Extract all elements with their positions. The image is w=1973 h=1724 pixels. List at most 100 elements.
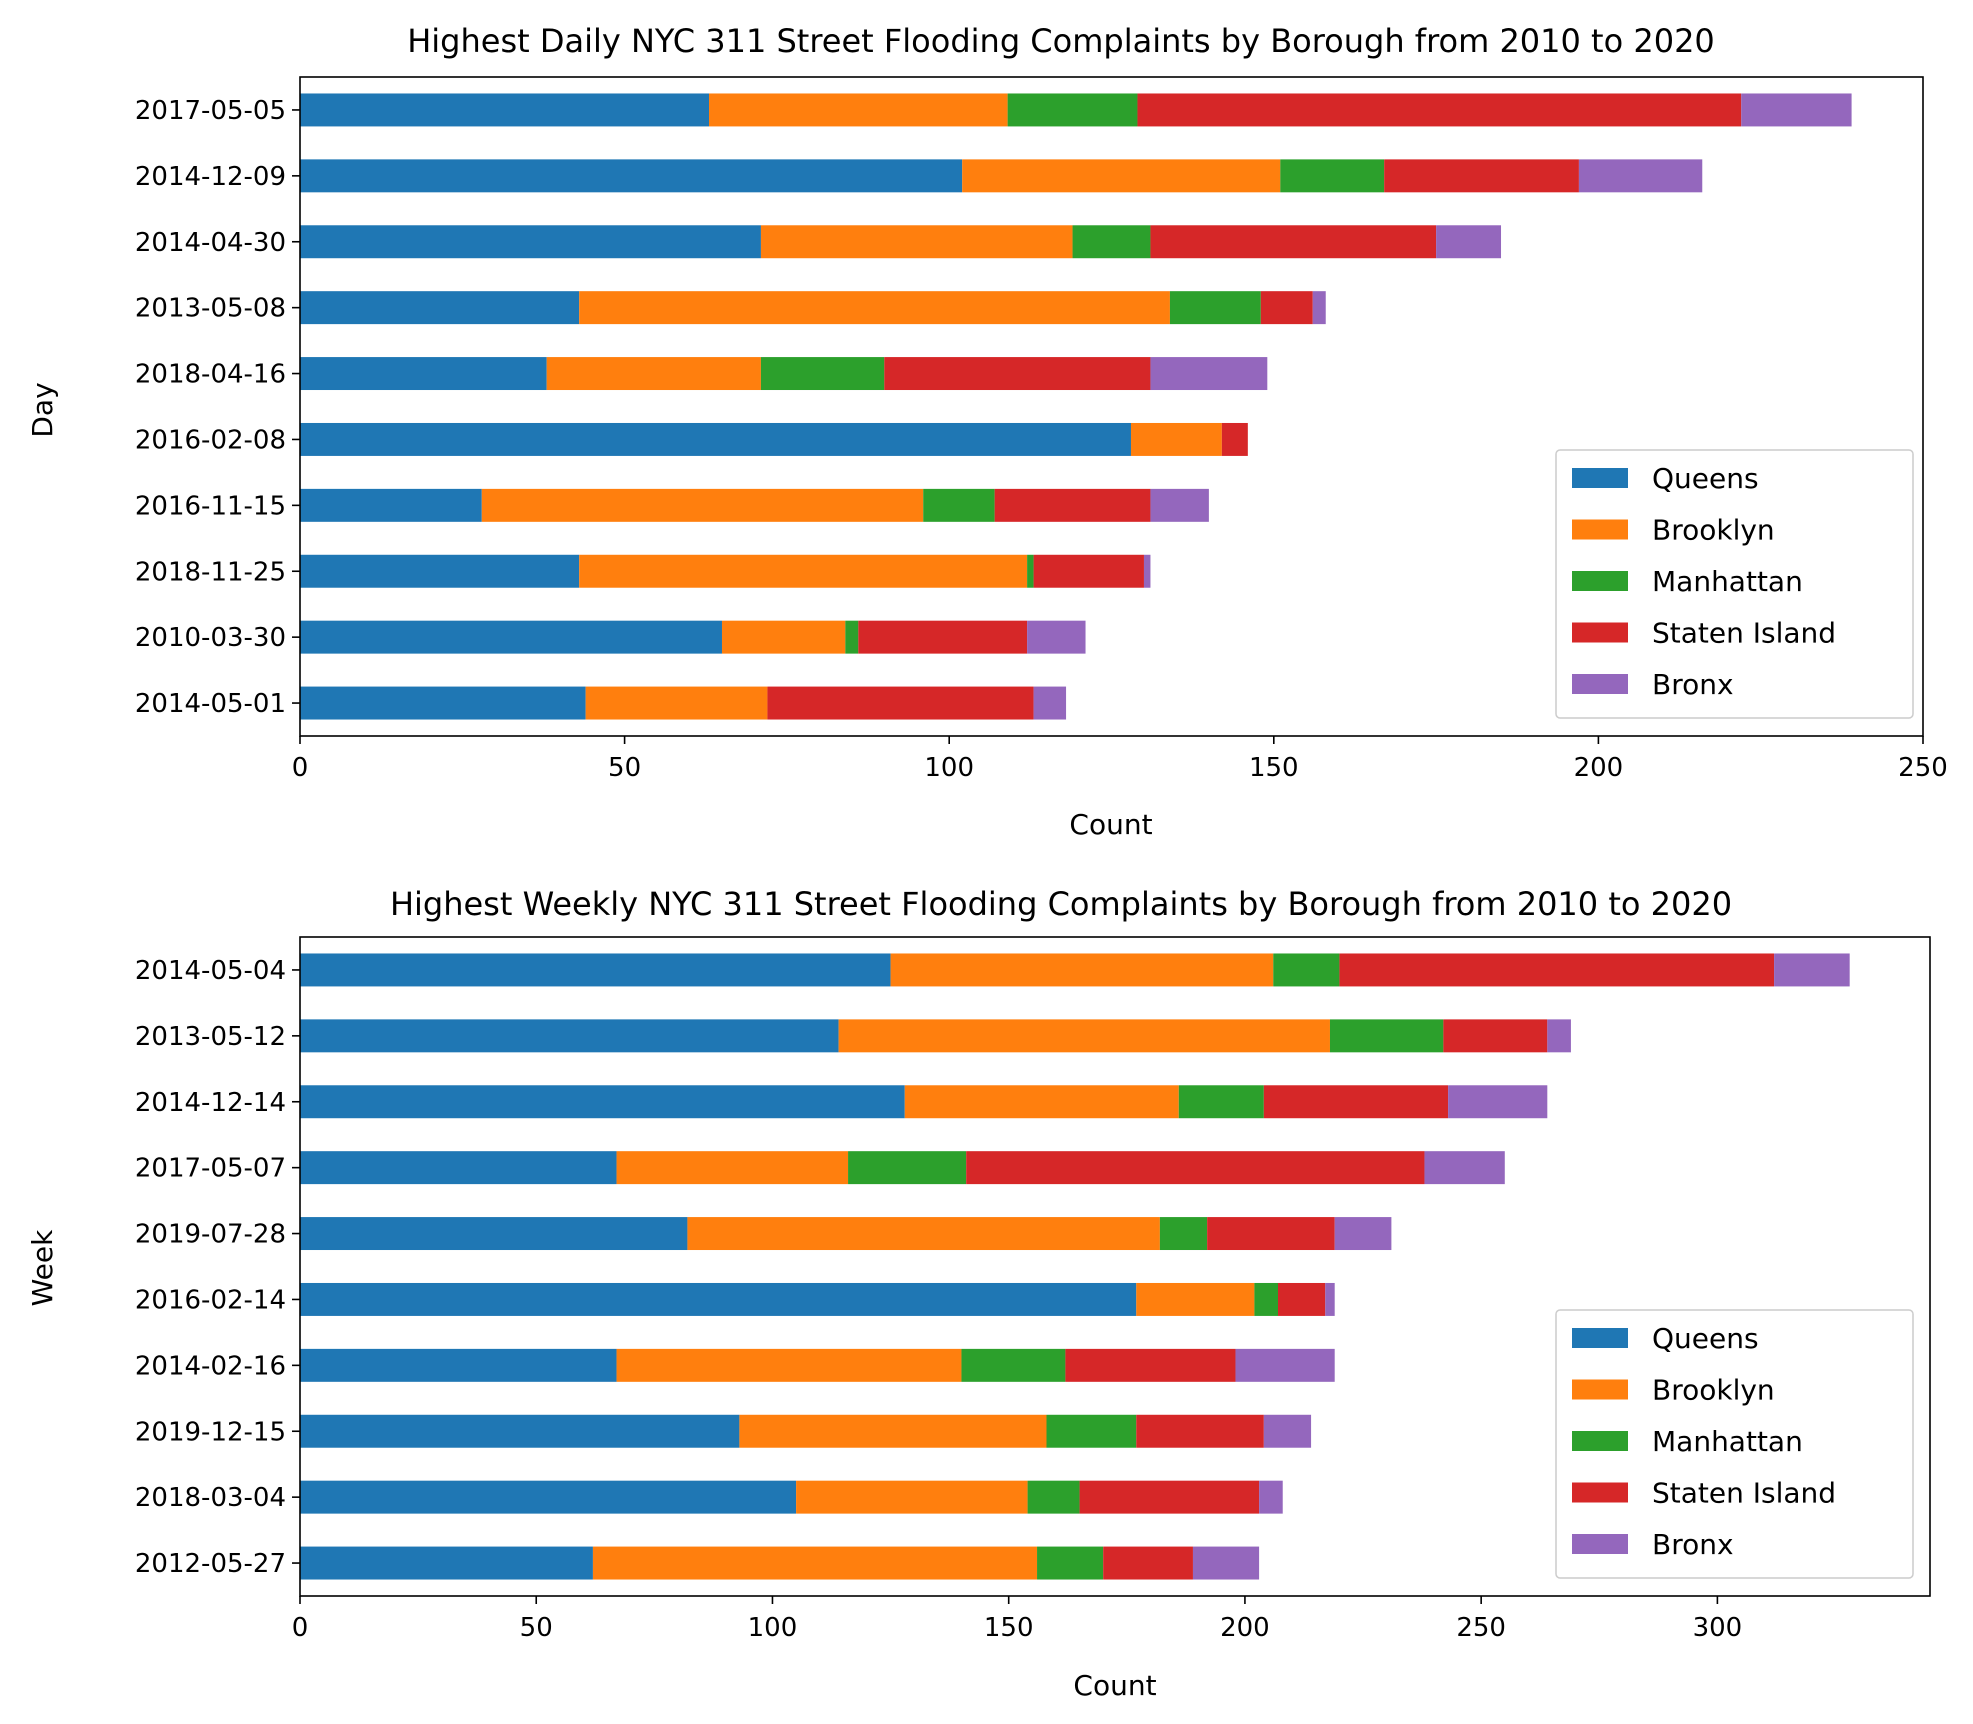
weekly-x-tick-label: 150: [984, 1613, 1034, 1643]
weekly-chart-title: Highest Weekly NYC 311 Street Flooding C…: [390, 885, 1732, 923]
daily-bar-manhattan-2014-04-30: [1072, 225, 1151, 259]
daily-bar-brooklyn-2018-11-25: [579, 554, 1028, 588]
daily-bar-queens-2013-05-08: [300, 291, 580, 325]
daily-bar-staten-island-2016-11-15: [994, 488, 1151, 522]
daily-chart-title: Highest Daily NYC 311 Street Flooding Co…: [407, 22, 1715, 60]
weekly-bar-manhattan-2014-02-16: [961, 1348, 1066, 1382]
weekly-y-tick-label: 2013-05-12: [135, 1022, 286, 1052]
daily-legend-label-bronx: Bronx: [1652, 668, 1734, 701]
daily-bar-queens-2018-11-25: [300, 554, 580, 588]
weekly-bar-brooklyn-2017-05-07: [616, 1151, 849, 1185]
daily-x-tick-label: 250: [1898, 753, 1948, 783]
weekly-y-tick-label: 2012-05-27: [135, 1549, 286, 1579]
weekly-bar-bronx-2014-05-04: [1774, 953, 1850, 987]
weekly-bar-manhattan-2018-03-04: [1027, 1480, 1080, 1514]
weekly-bar-manhattan-2014-05-04: [1273, 953, 1340, 987]
weekly-y-tick-label: 2019-07-28: [135, 1220, 286, 1250]
daily-bar-bronx-2013-05-08: [1312, 291, 1326, 325]
daily-bar-bronx-2018-11-25: [1143, 554, 1151, 588]
daily-bar-brooklyn-2014-04-30: [760, 225, 1073, 259]
weekly-bar-queens-2014-12-14: [300, 1085, 905, 1119]
weekly-bar-brooklyn-2019-07-28: [687, 1217, 1160, 1251]
daily-legend-label-manhattan: Manhattan: [1652, 565, 1803, 598]
daily-bar-brooklyn-2016-11-15: [481, 488, 924, 522]
weekly-x-tick-label: 250: [1456, 1613, 1506, 1643]
daily-legend: Queens Brooklyn Manhattan Staten Island Bron…: [1555, 449, 1914, 719]
daily-bar-brooklyn-2014-12-09: [962, 159, 1281, 193]
daily-x-tick-label: 150: [1249, 753, 1299, 783]
weekly-bar-manhattan-2019-12-15: [1046, 1414, 1137, 1448]
daily-bar-manhattan-2018-11-25: [1027, 554, 1034, 588]
weekly-bar-staten-island-2016-02-14: [1278, 1282, 1326, 1316]
weekly-bar-manhattan-2017-05-07: [848, 1151, 967, 1185]
weekly-bar-staten-island-2019-07-28: [1207, 1217, 1335, 1251]
weekly-legend-swatch-bronx: [1572, 1534, 1628, 1554]
weekly-bar-queens-2019-12-15: [300, 1414, 740, 1448]
weekly-x-axis-label: Count: [1073, 1669, 1156, 1702]
weekly-legend: Queens Brooklyn Manhattan Staten Island Bron…: [1555, 1309, 1914, 1579]
weekly-bar-bronx-2016-02-14: [1325, 1282, 1335, 1316]
weekly-chart: Highest Weekly NYC 311 Street Flooding C…: [26, 885, 1931, 1702]
daily-bar-manhattan-2010-03-30: [845, 620, 859, 654]
daily-bar-manhattan-2016-11-15: [923, 488, 995, 522]
weekly-bar-brooklyn-2014-05-04: [890, 953, 1274, 987]
weekly-bar-queens-2017-05-07: [300, 1151, 617, 1185]
weekly-bar-bronx-2012-05-27: [1192, 1546, 1260, 1580]
daily-y-tick-label: 2016-02-08: [135, 425, 286, 455]
weekly-bar-queens-2014-05-04: [300, 953, 891, 987]
daily-bar-manhattan-2018-04-16: [760, 357, 885, 391]
weekly-x-ticks: 0 50 100 150 200 250 300: [292, 1596, 1742, 1643]
daily-bar-bronx-2018-04-16: [1150, 357, 1268, 391]
weekly-legend-label-bronx: Bronx: [1652, 1528, 1734, 1561]
daily-legend-label-staten-island: Staten Island: [1652, 617, 1836, 650]
weekly-legend-box: [1555, 1309, 1914, 1579]
weekly-bar-bronx-2014-12-14: [1448, 1085, 1548, 1119]
daily-bar-staten-island-2017-05-05: [1137, 93, 1742, 127]
daily-y-tick-label: 2014-05-01: [135, 689, 286, 719]
daily-x-axis-label: Count: [1069, 808, 1152, 841]
daily-bar-brooklyn-2018-04-16: [546, 357, 761, 391]
daily-y-tick-label: 2018-11-25: [135, 557, 286, 587]
weekly-bar-staten-island-2019-12-15: [1136, 1414, 1264, 1448]
weekly-y-tick-label: 2017-05-07: [135, 1154, 286, 1184]
weekly-bar-bronx-2014-02-16: [1235, 1348, 1335, 1382]
daily-legend-swatch-bronx: [1572, 674, 1628, 694]
weekly-y-tick-label: 2014-05-04: [135, 956, 286, 986]
weekly-y-tick-label: 2016-02-14: [135, 1285, 286, 1315]
weekly-legend-swatch-queens: [1572, 1328, 1628, 1348]
weekly-bar-bronx-2019-07-28: [1334, 1217, 1392, 1251]
daily-y-tick-label: 2013-05-08: [135, 294, 286, 324]
weekly-bar-bronx-2019-12-15: [1263, 1414, 1312, 1448]
weekly-bar-manhattan-2013-05-12: [1329, 1019, 1444, 1053]
weekly-bar-queens-2019-07-28: [300, 1217, 688, 1251]
daily-bar-staten-island-2013-05-08: [1260, 291, 1313, 325]
daily-bar-bronx-2016-11-15: [1150, 488, 1209, 522]
weekly-bar-brooklyn-2016-02-14: [1136, 1282, 1255, 1316]
weekly-legend-swatch-staten-island: [1572, 1482, 1628, 1503]
weekly-legend-label-staten-island: Staten Island: [1652, 1477, 1836, 1510]
weekly-bar-staten-island-2013-05-12: [1443, 1019, 1548, 1053]
weekly-y-axis-label: Week: [26, 1229, 59, 1306]
daily-y-tick-label: 2017-05-05: [135, 96, 286, 126]
weekly-bars: [300, 953, 1850, 1580]
daily-y-tick-label: 2010-03-30: [135, 623, 286, 653]
daily-bar-staten-island-2014-05-01: [767, 686, 1034, 720]
weekly-bar-queens-2018-03-04: [300, 1480, 797, 1514]
daily-bar-bronx-2014-05-01: [1033, 686, 1067, 720]
weekly-y-tick-label: 2014-02-16: [135, 1351, 286, 1381]
weekly-bar-bronx-2017-05-07: [1424, 1151, 1505, 1185]
daily-bar-queens-2014-12-09: [300, 159, 963, 193]
daily-y-ticks: 2017-05-05 2014-12-09 2014-04-30 2013-05-08…: [135, 96, 300, 719]
weekly-bar-staten-island-2018-03-04: [1079, 1480, 1260, 1514]
daily-bar-staten-island-2014-04-30: [1150, 225, 1437, 259]
weekly-bar-brooklyn-2013-05-12: [838, 1019, 1330, 1053]
daily-x-tick-label: 0: [292, 753, 309, 783]
daily-y-tick-label: 2014-04-30: [135, 228, 286, 258]
weekly-bar-staten-island-2014-02-16: [1065, 1348, 1236, 1382]
daily-bar-staten-island-2018-04-16: [884, 357, 1151, 391]
weekly-bar-manhattan-2019-07-28: [1159, 1217, 1208, 1251]
weekly-bar-queens-2013-05-12: [300, 1019, 839, 1053]
weekly-x-tick-label: 0: [292, 1613, 309, 1643]
weekly-y-tick-label: 2014-12-14: [135, 1088, 286, 1118]
